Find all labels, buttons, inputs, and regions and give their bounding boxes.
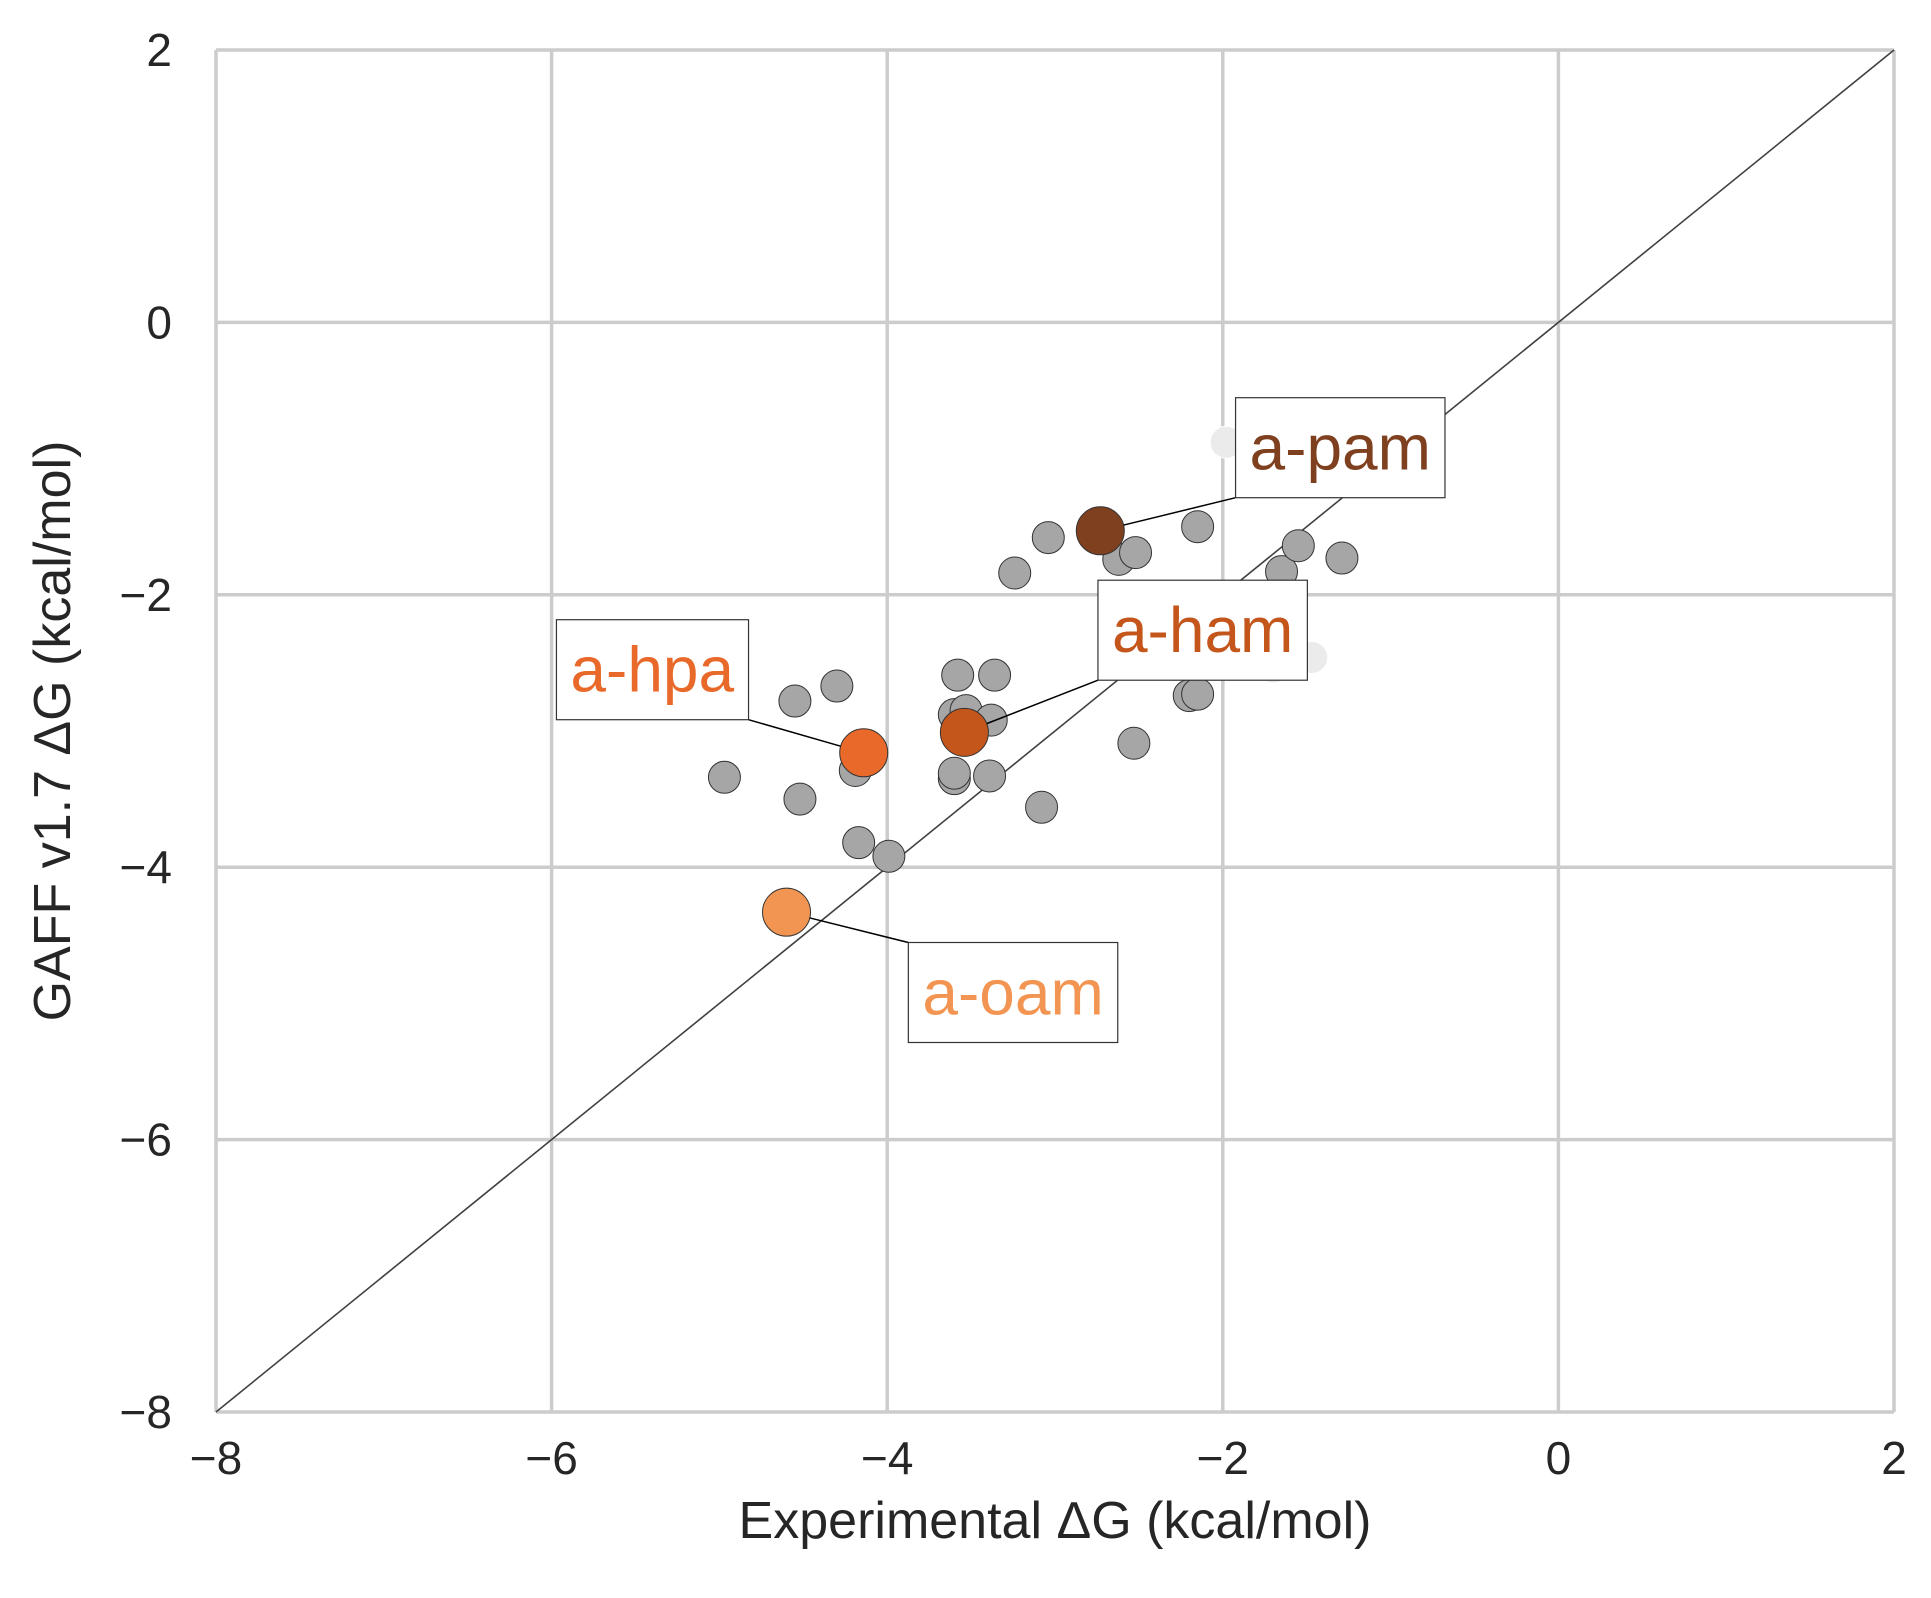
annotation-box: [1097, 579, 1308, 681]
data-point: [1031, 521, 1065, 555]
annotation-a-oam: a-oam: [809, 917, 1119, 1044]
data-point: [978, 658, 1012, 692]
x-tick-label: 0: [1546, 1432, 1572, 1484]
highlighted-point-a-hpa: [839, 728, 889, 778]
annotation-label: a-pam: [1250, 412, 1431, 484]
identity-line: [215, 49, 1895, 1413]
annotation-box: [1234, 397, 1446, 499]
highlighted-point-a-pam: [1075, 506, 1125, 556]
data-point: [973, 759, 1007, 793]
annotation-label: a-hpa: [570, 634, 734, 706]
x-tick-label: 2: [1881, 1432, 1907, 1484]
x-tick-label: −8: [190, 1432, 242, 1484]
y-tick-label: −8: [120, 1386, 172, 1438]
grid: [214, 48, 1896, 1414]
data-point: [707, 760, 741, 794]
annotation-box: [555, 619, 750, 721]
data-point: [842, 826, 876, 860]
annotation-a-hpa: a-hpa: [555, 619, 841, 747]
data-point: [1119, 536, 1153, 570]
annotation-connector: [809, 917, 909, 944]
y-tick-label: −2: [120, 569, 172, 621]
tick-labels: −8 −6 −4 −2 0 2 −8 −6 −4 −2 0 2: [120, 24, 1907, 1484]
x-tick-label: −2: [1197, 1432, 1249, 1484]
x-tick-label: −6: [525, 1432, 577, 1484]
y-tick-label: −4: [120, 841, 172, 893]
y-tick-label: 2: [146, 24, 172, 76]
data-point: [778, 684, 812, 718]
data-point: [1181, 677, 1215, 711]
data-point: [1025, 790, 1059, 824]
data-point: [783, 782, 817, 816]
highlighted-point-a-ham: [939, 707, 989, 757]
x-tick-label: −4: [861, 1432, 913, 1484]
data-point: [1181, 510, 1215, 544]
annotation-connector: [1123, 496, 1236, 526]
x-axis-label: Experimental ΔG (kcal/mol): [739, 1492, 1372, 1550]
data-point: [1281, 529, 1315, 563]
data-point: [941, 658, 975, 692]
annotations: a-pam a-ham a-hpa a-oam: [555, 397, 1446, 1044]
y-tick-label: −6: [120, 1114, 172, 1166]
annotation-connector: [748, 718, 841, 747]
annotation-a-pam: a-pam: [1123, 397, 1446, 526]
highlighted-point-a-oam: [762, 887, 812, 937]
identity-diagonal: [215, 49, 1895, 1413]
data-point: [937, 756, 971, 790]
data-point: [872, 839, 906, 873]
annotation-box: [907, 941, 1119, 1044]
data-point: [1325, 541, 1359, 575]
data-point: [998, 556, 1032, 590]
annotation-connector: [986, 679, 1099, 725]
annotation-a-ham: a-ham: [986, 579, 1308, 725]
y-axis-label: GAFF v1.7 ΔG (kcal/mol): [24, 441, 82, 1022]
annotation-label: a-ham: [1112, 594, 1293, 666]
data-point: [820, 669, 854, 703]
annotation-label: a-oam: [922, 957, 1103, 1029]
y-tick-label: 0: [146, 296, 172, 348]
data-point: [1117, 726, 1151, 760]
